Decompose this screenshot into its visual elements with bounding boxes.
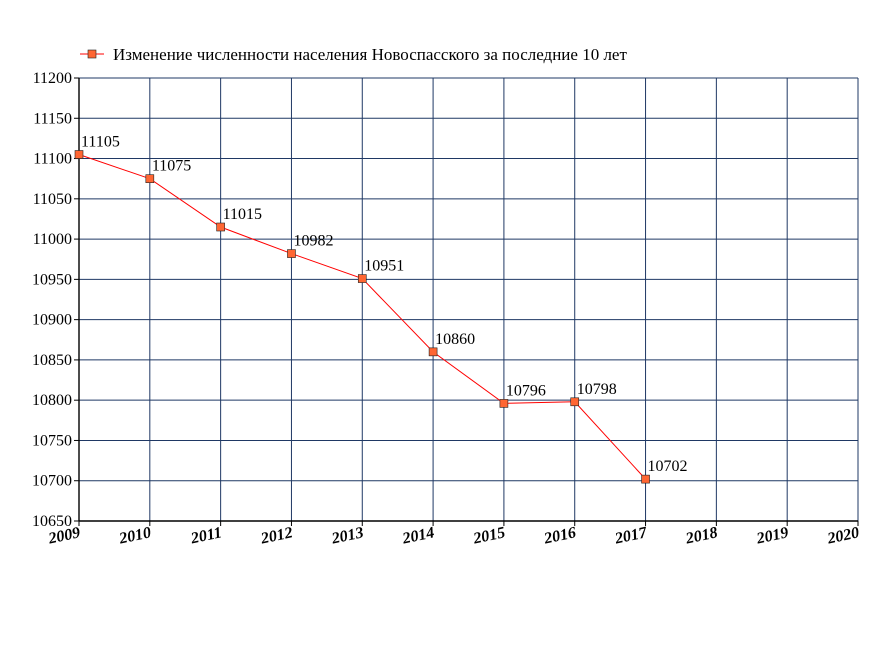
data-point xyxy=(74,150,84,159)
axes xyxy=(78,78,858,522)
data-point xyxy=(287,249,296,258)
x-tick-label: 2012 xyxy=(258,524,294,547)
legend-label: Изменение численности населения Новоспас… xyxy=(113,45,627,64)
data-point xyxy=(570,397,580,407)
data-label: 11105 xyxy=(81,134,120,151)
data-label: 10796 xyxy=(506,382,546,399)
x-axis-ticks: 2009 2010 2011 2012 2013 2014 2015 2016 2017 2018… xyxy=(46,521,861,548)
data-point xyxy=(357,274,367,283)
y-tick-label: 10850 xyxy=(32,352,72,369)
data-label: 11015 xyxy=(223,206,262,223)
data-point xyxy=(641,474,650,484)
data-label: 10860 xyxy=(435,331,475,348)
data-point xyxy=(145,174,155,183)
x-tick-label: 2010 xyxy=(117,524,153,547)
y-tick-label: 10950 xyxy=(32,271,72,288)
x-tick-label: 2013 xyxy=(329,524,365,547)
data-point xyxy=(428,347,438,357)
y-tick-label: 10750 xyxy=(32,432,72,449)
x-tick-label: 2016 xyxy=(542,524,578,547)
x-tick-label: 2019 xyxy=(754,524,790,547)
x-tick-label: 2017 xyxy=(613,524,650,548)
y-tick-label: 11100 xyxy=(33,151,72,168)
legend-marker xyxy=(87,49,97,59)
y-tick-label: 11150 xyxy=(33,110,72,127)
y-axis-ticks: 10650 10700 10750 10800 10850 10900 10950 11000… xyxy=(32,70,79,530)
data-label: 10982 xyxy=(293,233,333,250)
data-labels: 11105 11075 11015 10982 10951 10860 10796 10798… xyxy=(81,134,688,476)
x-tick-label: 2011 xyxy=(189,524,224,547)
legend: Изменение численности населения Новоспас… xyxy=(80,45,627,64)
y-tick-label: 11200 xyxy=(33,70,72,87)
data-label: 10951 xyxy=(364,258,404,275)
y-tick-label: 10800 xyxy=(32,392,72,409)
x-tick-label: 2015 xyxy=(471,524,507,547)
data-label: 10702 xyxy=(648,458,688,475)
data-label: 10798 xyxy=(577,381,617,398)
y-tick-label: 11050 xyxy=(33,191,72,208)
y-tick-label: 10650 xyxy=(32,513,72,530)
data-point xyxy=(499,399,509,408)
x-tick-label: 2018 xyxy=(683,524,719,547)
series-line xyxy=(74,150,650,484)
data-label: 11075 xyxy=(152,158,191,175)
x-tick-label: 2020 xyxy=(825,524,861,547)
y-tick-label: 10700 xyxy=(32,473,72,490)
gridlines xyxy=(78,77,859,522)
x-tick-label: 2014 xyxy=(400,524,436,547)
x-tick-label: 2009 xyxy=(46,524,82,547)
data-point xyxy=(216,222,225,232)
y-tick-label: 11000 xyxy=(33,231,72,248)
y-tick-label: 10900 xyxy=(32,312,72,329)
